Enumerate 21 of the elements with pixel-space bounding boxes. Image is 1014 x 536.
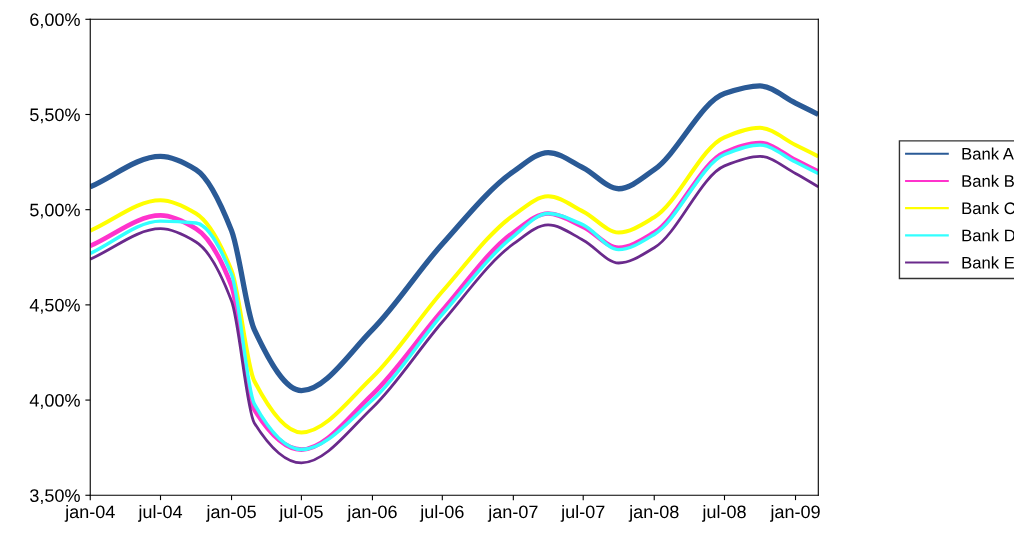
x-tick-label: jul-08 [701,504,746,522]
legend-label: Bank D [962,229,1014,242]
y-tick-label: 3,50% [30,489,80,505]
legend-label: Bank B [962,174,1014,187]
x-tick-label: jan-05 [206,504,256,522]
y-tick-label: 4,50% [29,298,80,314]
x-tick-label: jan-06 [346,504,397,522]
x-tick-label: jan-09 [769,504,820,522]
y-tick-label: 5,50% [30,108,80,124]
x-tick-label: jul-04 [137,504,183,522]
x-tick-label: jan-07 [487,504,538,522]
x-tick-label: jul-05 [278,504,323,522]
y-tick-label: 5,00% [30,203,80,219]
x-tick-label: jul-07 [560,504,605,522]
x-tick-label: jul-06 [419,504,464,522]
y-tick-label: 6,00% [30,13,80,29]
x-tick-label: jan-04 [64,504,115,522]
legend-label: Bank E [962,256,1014,269]
x-tick-label: jan-08 [628,504,679,522]
y-tick-label: 4,00% [29,394,80,409]
legend-label: Bank A [962,147,1014,160]
